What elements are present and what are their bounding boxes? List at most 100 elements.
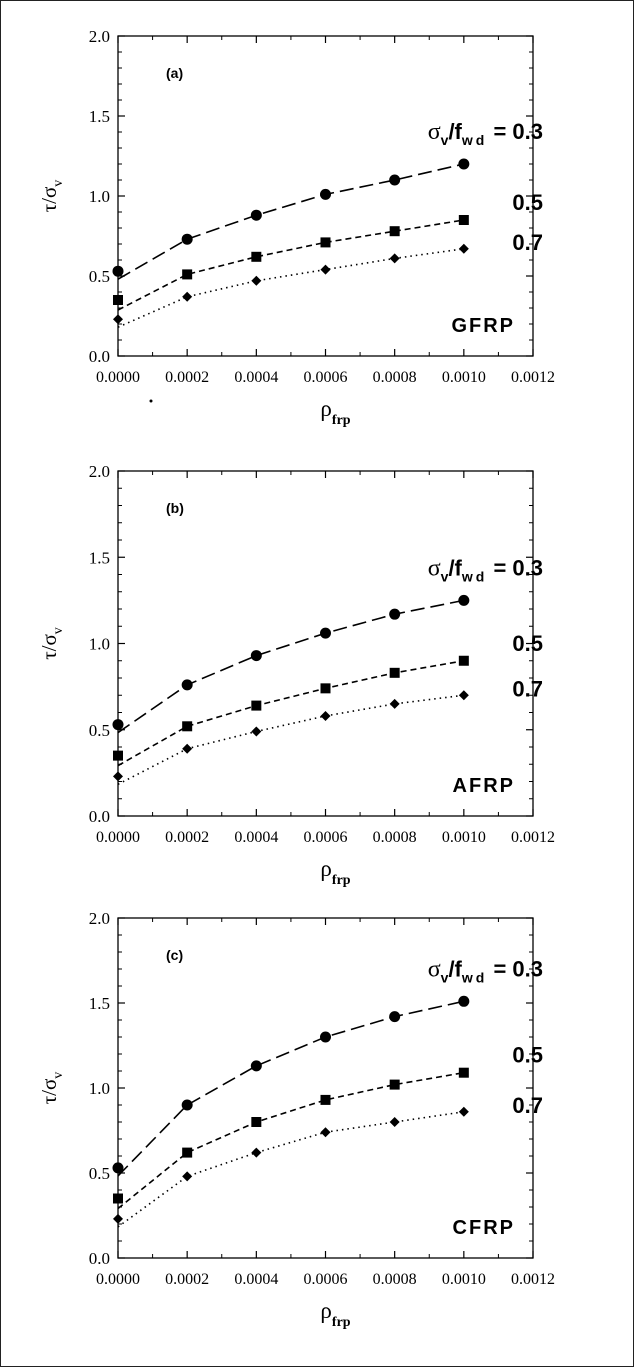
data-point-circle [458, 158, 470, 170]
y-tick-label: 0.0 [89, 1249, 110, 1268]
series-label: 0.7 [512, 1093, 543, 1118]
x-tick-label: 0.0010 [442, 829, 486, 846]
chart-panel-2: 0.0 0.5 1.0 1.5 2.0 0.0000 0.0002 0.0004 0.0006 0… [37, 462, 555, 888]
x-tick-label: 0.0000 [96, 829, 140, 846]
data-point-diamond [320, 264, 331, 275]
data-point-square [320, 1094, 331, 1105]
y-axis-label: τ/σv [37, 627, 66, 660]
data-point-diamond [251, 726, 262, 737]
data-point-diamond [458, 690, 469, 701]
series-line [117, 248, 464, 328]
data-point-circle [250, 1060, 262, 1072]
x-tick-label: 0.0010 [442, 369, 486, 386]
data-point-circle [112, 1162, 124, 1174]
chart-panel-1: 0.0 0.5 1.0 1.5 2.0 0.0000 0.0002 0.0004 0.0006 0… [37, 27, 555, 428]
series-circle [112, 594, 470, 734]
series-line [117, 659, 464, 767]
series-label: 0.5 [512, 1043, 543, 1068]
series-line [117, 1071, 464, 1210]
x-axis-label: ρfrp [320, 856, 350, 888]
x-axis-label: ρfrp [320, 396, 350, 428]
data-point-circle [250, 650, 262, 662]
series-line [117, 219, 464, 311]
series-diamond [113, 690, 469, 786]
x-tick-label: 0.0010 [442, 1271, 486, 1288]
data-point-circle [389, 608, 401, 620]
x-tick-label: 0.0000 [96, 369, 140, 386]
data-point-square [458, 1067, 469, 1078]
data-point-diamond [113, 1213, 123, 1224]
series-diamond [113, 1106, 469, 1228]
data-point-square [113, 295, 123, 305]
series-line [117, 1111, 464, 1228]
y-axis-label: τ/σv [37, 180, 66, 213]
data-point-square [251, 700, 262, 711]
series-circle [112, 995, 470, 1177]
data-point-square [182, 721, 193, 732]
y-tick-label: 1.0 [89, 635, 110, 654]
data-point-square [251, 251, 262, 262]
data-point-circle [389, 174, 401, 186]
data-point-circle [181, 679, 193, 691]
x-tick-label: 0.0004 [234, 829, 278, 846]
series-diamond [113, 243, 469, 328]
y-tick-label: 0.5 [89, 721, 110, 740]
data-point-diamond [320, 710, 331, 721]
data-point-circle [250, 209, 262, 221]
x-tick-label: 0.0012 [511, 369, 555, 386]
y-tick-label: 2.0 [89, 462, 110, 481]
legend-label: σv/fwd = 0.3 [428, 119, 543, 148]
data-point-square [458, 655, 469, 666]
data-point-circle [389, 1011, 401, 1023]
series-circle [112, 158, 470, 280]
panel-label: (c) [166, 947, 183, 963]
data-point-circle [458, 995, 470, 1007]
material-label: CFRP [453, 1217, 515, 1239]
y-tick-label: 1.0 [89, 187, 110, 206]
data-point-diamond [320, 1127, 331, 1138]
series-square [113, 1067, 469, 1210]
series-label: 0.5 [512, 631, 543, 656]
material-label: GFRP [451, 315, 515, 337]
data-point-circle [112, 265, 124, 277]
x-tick-label: 0.0012 [511, 829, 555, 846]
legend-label: σv/fwd = 0.3 [428, 956, 543, 985]
data-point-diamond [458, 243, 469, 254]
legend-label: σv/fwd = 0.3 [428, 555, 543, 584]
data-point-square [113, 1193, 123, 1204]
data-point-circle [181, 233, 193, 245]
y-axis-label: τ/σv [37, 1072, 66, 1105]
data-point-diamond [113, 771, 123, 782]
data-point-diamond [182, 291, 193, 302]
data-point-diamond [389, 1117, 400, 1127]
y-tick-label: 1.5 [89, 548, 110, 567]
plot-area [117, 470, 534, 817]
stray-dot [149, 399, 153, 403]
y-tick-label: 2.0 [89, 909, 110, 928]
y-tick-label: 0.5 [89, 267, 110, 286]
series-label: 0.7 [512, 230, 543, 255]
x-tick-label: 0.0002 [165, 829, 209, 846]
y-tick-label: 1.5 [89, 994, 110, 1013]
data-point-square [389, 667, 400, 678]
x-tick-label: 0.0000 [96, 1271, 140, 1288]
x-tick-label: 0.0008 [373, 1271, 417, 1288]
data-point-diamond [458, 1106, 469, 1117]
data-point-circle [181, 1099, 193, 1111]
y-tick-label: 1.5 [89, 107, 110, 126]
x-tick-label: 0.0008 [373, 829, 417, 846]
series-line [117, 1000, 465, 1177]
series-line [117, 599, 464, 734]
data-point-square [389, 226, 400, 237]
series-line [117, 694, 464, 786]
y-tick-label: 1.0 [89, 1079, 110, 1098]
data-point-square [182, 1147, 193, 1158]
series-label: 0.5 [512, 190, 543, 215]
x-tick-label: 0.0006 [304, 829, 348, 846]
data-point-square [320, 237, 331, 248]
x-tick-label: 0.0006 [304, 369, 348, 386]
data-point-circle [320, 627, 331, 639]
data-point-diamond [182, 743, 193, 754]
data-point-circle [458, 594, 470, 606]
